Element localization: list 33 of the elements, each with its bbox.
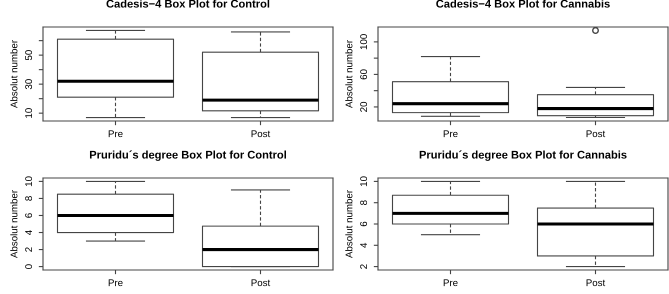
x-tick-label: Post — [252, 279, 270, 286]
y-tick-label: 50 — [25, 50, 32, 60]
chart-title: Pruridu´s degree Box Plot for Control — [90, 150, 286, 161]
x-tick-label: Pre — [108, 279, 123, 286]
x-tick-label: Post — [586, 279, 606, 286]
y-tick-label: 2 — [25, 247, 32, 252]
chart-title: Pruridu´s degree Box Plot for Cannabis — [420, 150, 627, 161]
chart-title: Cadesis−4 Box Plot for Control — [106, 0, 270, 8]
y-tick-label: 0 — [25, 264, 32, 269]
chart-title: Cadesis−4 Box Plot for Cannabis — [436, 0, 610, 8]
x-tick-label: Pre — [108, 130, 123, 138]
y-tick-label: 4 — [25, 230, 32, 235]
y-tick-label: 100 — [360, 34, 368, 50]
y-tick-label: 6 — [25, 213, 32, 218]
y-tick-label: 10 — [360, 176, 368, 186]
x-tick-label: Post — [252, 130, 270, 138]
y-axis-title: Absolut number — [345, 40, 352, 108]
y-axis-title: Absolut number — [10, 190, 18, 258]
y-axis-title: Absolut number — [345, 190, 352, 258]
x-tick-label: Pre — [444, 279, 458, 286]
y-tick-label: 60 — [360, 69, 368, 80]
y-tick-label: 8 — [360, 200, 368, 205]
y-tick-label: 20 — [360, 102, 368, 112]
y-tick-label: 4 — [360, 242, 367, 248]
y-tick-label: 2 — [360, 264, 367, 269]
y-tick-label: 8 — [25, 196, 32, 201]
y-tick-label: 6 — [360, 222, 368, 226]
y-tick-label: 30 — [25, 79, 32, 90]
x-tick-label: Pre — [444, 130, 458, 138]
y-axis-title: Absolut number — [10, 40, 18, 108]
x-tick-label: Post — [586, 130, 606, 138]
y-tick-label: 10 — [25, 108, 32, 118]
y-tick-label: 10 — [25, 176, 32, 186]
